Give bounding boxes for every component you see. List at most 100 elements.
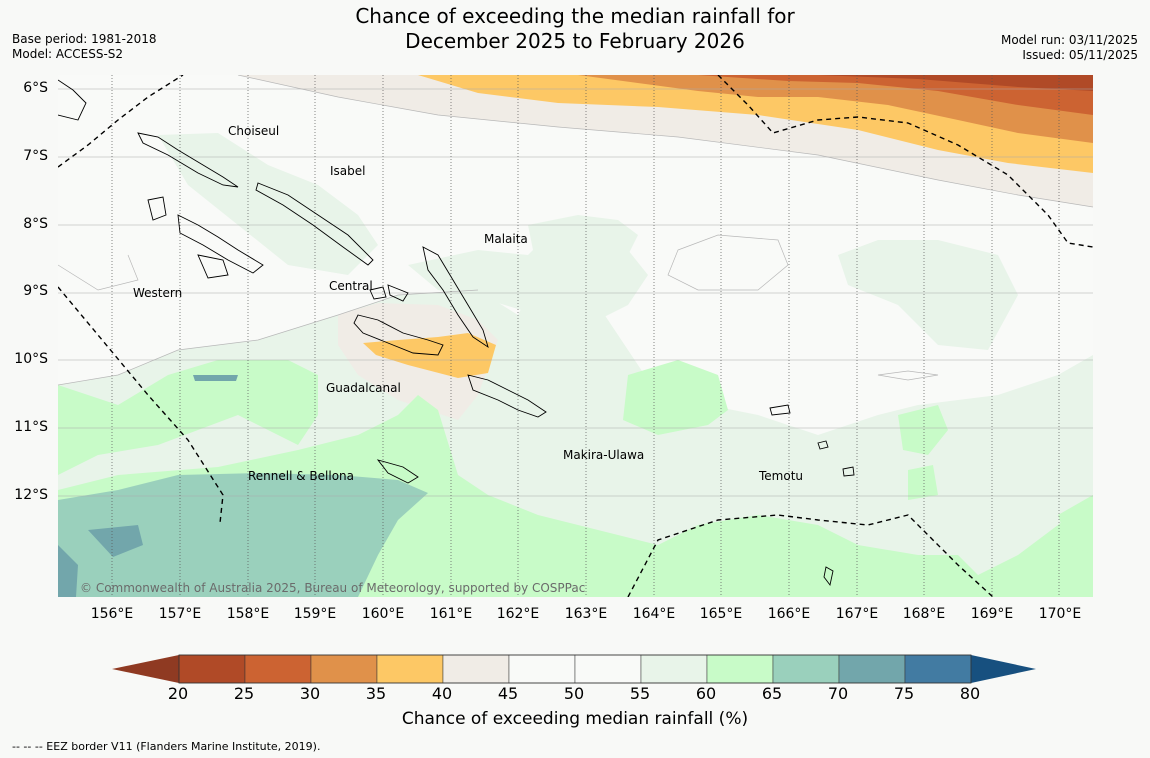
copyright-credit: © Commonwealth of Australia 2025, Bureau…: [80, 581, 585, 595]
isabel-island: [255, 182, 374, 266]
title-line-1: Chance of exceeding the median rainfall …: [355, 4, 795, 28]
colorbar-segment: [442, 654, 510, 684]
band-60-west: [58, 360, 318, 475]
band-65-south: [58, 473, 428, 597]
band-60-east: [898, 405, 948, 455]
lon-tick-160e: 160°E: [361, 606, 405, 622]
cb-tick-55: 55: [629, 684, 651, 703]
cb-tick-75: 75: [893, 684, 915, 703]
lon-tick-163e: 163°E: [564, 606, 608, 622]
lat-tick-12s: 12°S: [14, 487, 48, 503]
band-60-southeast: [1058, 495, 1093, 555]
lon-tick-169e: 169°E: [970, 606, 1014, 622]
issued-date: Issued: 05/11/2025: [1022, 48, 1138, 62]
base-period: Base period: 1981-2018: [12, 32, 157, 46]
coastlines: [58, 79, 855, 587]
cb-tick-65: 65: [761, 684, 783, 703]
colorbar-high-arrow: [971, 655, 1036, 683]
label-rennell-bellona: Rennell & Bellona: [248, 469, 354, 483]
band-25-north: [818, 75, 1093, 91]
lon-tick-165e: 165°E: [699, 606, 743, 622]
cb-tick-60: 60: [695, 684, 717, 703]
label-central: Central: [329, 279, 373, 293]
band-60-east2: [908, 465, 938, 500]
cb-tick-25: 25: [233, 684, 255, 703]
lat-tick-6s: 6°S: [23, 80, 48, 96]
rainfall-map: Choiseul Isabel Malaita Western Central …: [58, 75, 1093, 597]
map-title: Chance of exceeding the median rainfall …: [0, 4, 1150, 54]
colorbar-segment: [574, 654, 642, 684]
lon-tick-164e: 164°E: [632, 606, 676, 622]
eez-note: -- -- -- EEZ border V11 (Flanders Marine…: [12, 740, 321, 753]
lon-tick-162e: 162°E: [496, 606, 540, 622]
lat-tick-7s: 7°S: [23, 148, 48, 164]
makira-island: [467, 374, 547, 418]
cb-tick-30: 30: [299, 684, 321, 703]
model-run: Model run: 03/11/2025: [1000, 33, 1138, 47]
rennell-island: [376, 459, 419, 484]
cb-tick-50: 50: [563, 684, 585, 703]
eez-borders: [58, 75, 1093, 597]
lon-gridlines: [111, 75, 1060, 597]
bougainville-island: [58, 79, 87, 121]
lat-tick-9s: 9°S: [23, 283, 48, 299]
central-islands: [369, 284, 409, 302]
malaita-island: [422, 246, 489, 349]
lon-tick-168e: 168°E: [902, 606, 946, 622]
western-islands: [147, 196, 264, 279]
colorbar-segment: [772, 654, 840, 684]
colorbar-segment: [244, 654, 312, 684]
label-temotu: Temotu: [758, 469, 803, 483]
lat-tick-11s: 11°S: [14, 419, 48, 435]
lon-tick-159e: 159°E: [293, 606, 337, 622]
label-isabel: Isabel: [330, 164, 365, 178]
temotu-islands: [769, 404, 855, 587]
band-60-centre: [623, 360, 728, 435]
title-line-2: December 2025 to February 2026: [405, 29, 745, 53]
band-40-guadalcanal: [363, 333, 496, 378]
colorbar-segment: [508, 654, 576, 684]
lon-tick-161e: 161°E: [429, 606, 473, 622]
colorbar: [112, 654, 1036, 684]
colorbar-segments: [178, 654, 972, 684]
lon-tick-158e: 158°E: [226, 606, 270, 622]
lon-tick-167e: 167°E: [835, 606, 879, 622]
colorbar-segment: [838, 654, 906, 684]
label-choiseul: Choiseul: [228, 124, 279, 138]
label-guadalcanal: Guadalcanal: [326, 381, 401, 395]
cb-tick-40: 40: [431, 684, 453, 703]
label-malaita: Malaita: [484, 232, 528, 246]
band-55-center: [408, 225, 648, 325]
cb-tick-70: 70: [827, 684, 849, 703]
band-55-east: [838, 240, 1018, 350]
meta-left: Base period: 1981-2018 Model: ACCESS-S2: [12, 32, 157, 62]
lon-tick-157e: 157°E: [158, 606, 202, 622]
choiseul-island: [137, 132, 239, 188]
contour-lines: [58, 75, 1093, 386]
colorbar-label: Chance of exceeding median rainfall (%): [401, 709, 749, 729]
lat-gridlines: [58, 88, 1093, 497]
colorbar-segment: [376, 654, 444, 684]
label-western: Western: [133, 286, 182, 300]
colorbar-segment: [706, 654, 774, 684]
model-name: Model: ACCESS-S2: [12, 47, 124, 61]
lon-tick-166e: 166°E: [767, 606, 811, 622]
colorbar-low-arrow: [112, 655, 179, 683]
meta-right: Model run: 03/11/2025 Issued: 05/11/2025: [1001, 33, 1138, 63]
cb-tick-35: 35: [365, 684, 387, 703]
lon-tick-170e: 170°E: [1038, 606, 1082, 622]
label-makira-ulawa: Makira-Ulawa: [563, 448, 644, 462]
colorbar-segment: [178, 654, 246, 684]
colorbar-segment: [904, 654, 972, 684]
place-labels: Choiseul Isabel Malaita Western Central …: [133, 124, 803, 483]
colorbar-segment: [640, 654, 708, 684]
band-55-north: [158, 133, 378, 275]
cb-tick-45: 45: [497, 684, 519, 703]
band-70-patch1: [88, 525, 143, 557]
guadalcanal-island: [353, 314, 444, 356]
lon-tick-156e: 156°E: [90, 606, 134, 622]
cb-tick-20: 20: [167, 684, 189, 703]
band-70-patch2: [58, 545, 78, 597]
band-70-patch3: [193, 375, 238, 381]
lat-tick-10s: 10°S: [14, 351, 48, 367]
